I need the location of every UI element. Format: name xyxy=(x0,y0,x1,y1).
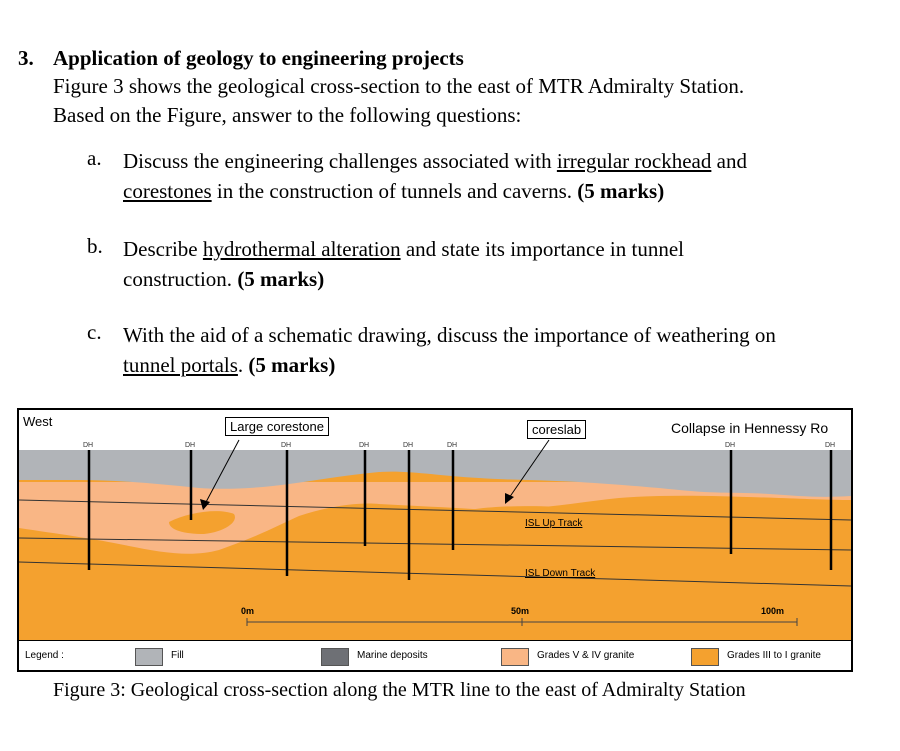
west-label: West xyxy=(23,414,53,429)
corestone-shape xyxy=(169,511,235,534)
callout-coreslab: coreslab xyxy=(527,420,587,439)
item-a-text-2: and xyxy=(711,149,747,173)
dh-label: DH xyxy=(185,442,195,449)
track-line-up-lower xyxy=(19,537,851,551)
legend-label-fill: Fill xyxy=(171,650,184,661)
dh-label: DH xyxy=(447,442,457,449)
dh-label: DH xyxy=(83,442,93,449)
drillholes xyxy=(87,450,833,580)
dh-label: DH xyxy=(359,442,369,449)
item-b-text-3: construction. xyxy=(123,267,238,291)
legend-label-grades-v-iv: Grades V & IV granite xyxy=(537,650,635,661)
question-number: 3. xyxy=(18,46,34,70)
item-b-line-2: construction. (5 marks) xyxy=(123,264,873,294)
legend-swatch-grades-v-iv xyxy=(501,648,529,666)
cross-section-figure: DH DH DH DH DH DH DH DH West Collapse in… xyxy=(17,408,853,672)
item-c-text-2: . xyxy=(237,353,249,377)
intro-line-1: Figure 3 shows the geological cross-sect… xyxy=(53,74,745,98)
layer-grades-v-iv xyxy=(19,482,851,554)
dh-labels: DH DH DH DH DH DH DH DH xyxy=(83,442,835,449)
callout-large-corestone: Large corestone xyxy=(225,417,329,436)
track-line-down xyxy=(19,561,851,587)
item-c-line-1: With the aid of a schematic drawing, dis… xyxy=(123,323,776,347)
legend-label-grades-iii-i: Grades III to I granite xyxy=(727,650,821,661)
item-c-line-2: tunnel portals. (5 marks) xyxy=(123,350,873,380)
item-a-letter: a. xyxy=(87,146,102,170)
scale-label-0: 0m xyxy=(241,606,255,616)
legend-swatch-grades-iii-i xyxy=(691,648,719,666)
item-c-text: With the aid of a schematic drawing, dis… xyxy=(123,320,873,380)
item-a-line-1: Discuss the engineering challenges assoc… xyxy=(123,146,873,176)
corestone-arrow-head xyxy=(200,499,210,510)
question-intro: Figure 3 shows the geological cross-sect… xyxy=(53,72,873,130)
coreslab-arrow-head xyxy=(505,493,514,504)
item-c-letter: c. xyxy=(87,320,102,344)
item-b-text: Describe hydrothermal alteration and sta… xyxy=(123,234,873,294)
item-b-line-1: Describe hydrothermal alteration and sta… xyxy=(123,234,873,264)
item-a-underline-2: corestones xyxy=(123,179,212,203)
legend-swatch-marine xyxy=(321,648,349,666)
track-line-up xyxy=(19,499,851,521)
scale-label-50: 50m xyxy=(511,606,530,616)
item-b-letter: b. xyxy=(87,234,103,258)
dh-label: DH xyxy=(403,442,413,449)
legend-title: Legend : xyxy=(25,650,64,661)
question-title: Application of geology to engineering pr… xyxy=(53,46,464,70)
item-b-underline-1: hydrothermal alteration xyxy=(202,237,401,261)
label-isl-up-track: ISL Up Track xyxy=(525,518,583,529)
collapse-title: Collapse in Hennessy Ro xyxy=(671,420,829,436)
coreslab-arrow-line xyxy=(508,439,550,499)
item-b-text-2: and state its importance in tunnel xyxy=(400,237,685,261)
item-a-underline-1: irregular rockhead xyxy=(556,149,712,173)
item-c-underline-1: tunnel portals xyxy=(123,353,238,377)
label-isl-down-track: ISL Down Track xyxy=(525,568,596,579)
item-a-text: Discuss the engineering challenges assoc… xyxy=(123,146,873,206)
intro-line-2: Based on the Figure, answer to the follo… xyxy=(53,103,522,127)
figure-top-band xyxy=(19,410,851,450)
item-b-marks: (5 marks) xyxy=(237,267,325,291)
item-b-text-1: Describe xyxy=(123,237,203,261)
dh-label: DH xyxy=(725,442,735,449)
dh-label: DH xyxy=(825,442,835,449)
scale-bar xyxy=(246,618,798,626)
cross-section-drawing: DH DH DH DH DH DH DH DH xyxy=(19,410,851,640)
dh-label: DH xyxy=(281,442,291,449)
corestone-arrow-line xyxy=(204,439,240,505)
legend-swatch-fill xyxy=(135,648,163,666)
item-a-text-1: Discuss the engineering challenges assoc… xyxy=(123,149,557,173)
figure-caption: Figure 3: Geological cross-section along… xyxy=(53,679,746,701)
scale-label-100: 100m xyxy=(761,606,785,616)
legend-label-marine: Marine deposits xyxy=(357,650,428,661)
item-c-marks: (5 marks) xyxy=(248,353,336,377)
item-a-marks: (5 marks) xyxy=(577,179,665,203)
item-a-line-2: corestones in the construction of tunnel… xyxy=(123,176,873,206)
legend: Legend : Fill Marine deposits Grades V &… xyxy=(19,640,851,670)
item-a-text-3: in the construction of tunnels and caver… xyxy=(211,179,578,203)
